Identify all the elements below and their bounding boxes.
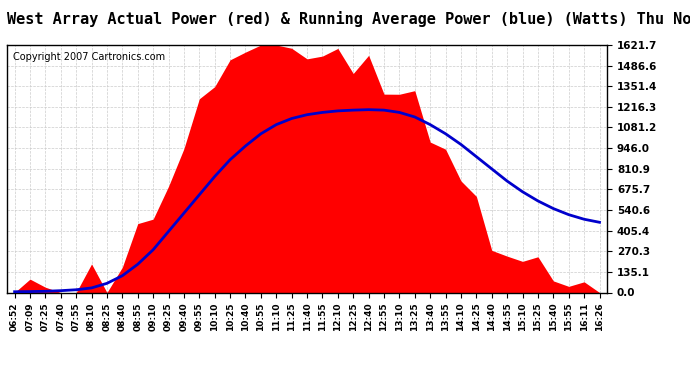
Text: Copyright 2007 Cartronics.com: Copyright 2007 Cartronics.com bbox=[13, 53, 165, 62]
Text: West Array Actual Power (red) & Running Average Power (blue) (Watts) Thu Nov 8 1: West Array Actual Power (red) & Running … bbox=[7, 11, 690, 27]
